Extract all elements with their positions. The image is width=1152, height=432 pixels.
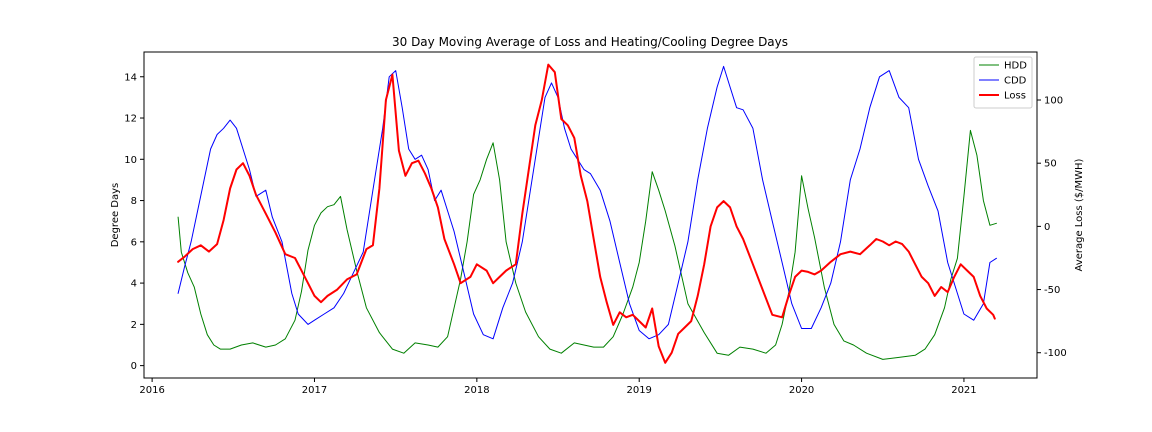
y-right-tick-label: 50 (1044, 159, 1057, 170)
y-left-tick-label: 4 (131, 279, 137, 290)
y-left-tick-label: 8 (131, 196, 137, 207)
y-axis-right-title: Average Loss ($/MWH) (1074, 158, 1085, 271)
x-tick-label: 2016 (139, 385, 164, 396)
legend: HDD CDD Loss (973, 56, 1033, 109)
plot-frame (143, 51, 1038, 379)
x-tick-label: 2017 (302, 385, 327, 396)
series-group (177, 63, 997, 364)
y-right-tick-label: 100 (1044, 96, 1063, 107)
y-left-tick-label: 10 (124, 155, 137, 166)
series-line-hdd (177, 129, 997, 360)
x-tick-label: 2021 (951, 385, 976, 396)
legend-label-hdd: HDD (1004, 61, 1027, 72)
y-left-tick-label: 14 (124, 72, 137, 83)
series-line-loss (177, 63, 996, 364)
plot-area: 2016 2017 2018 2019 2020 2021 0 2 4 6 8 10 12 14 -100 -… (124, 51, 1067, 396)
y-left-tick-label: 6 (131, 237, 137, 248)
x-tick-label: 2019 (626, 385, 651, 396)
y-left-tick-label: 0 (131, 361, 137, 372)
y-axis-left-title: Degree Days (110, 183, 121, 248)
legend-label-cdd: CDD (1004, 76, 1027, 87)
y-right-tick-label: -50 (1044, 285, 1060, 296)
y-left-tick-label: 2 (131, 320, 137, 331)
x-tick-label: 2018 (464, 385, 489, 396)
chart-title: 30 Day Moving Average of Loss and Heatin… (392, 35, 788, 49)
legend-label-loss: Loss (1004, 91, 1026, 102)
x-tick-label: 2020 (789, 385, 814, 396)
y-right-tick-label: -100 (1044, 348, 1067, 359)
y-right-tick-label: 0 (1044, 222, 1050, 233)
y-left-tick-label: 12 (124, 114, 137, 125)
